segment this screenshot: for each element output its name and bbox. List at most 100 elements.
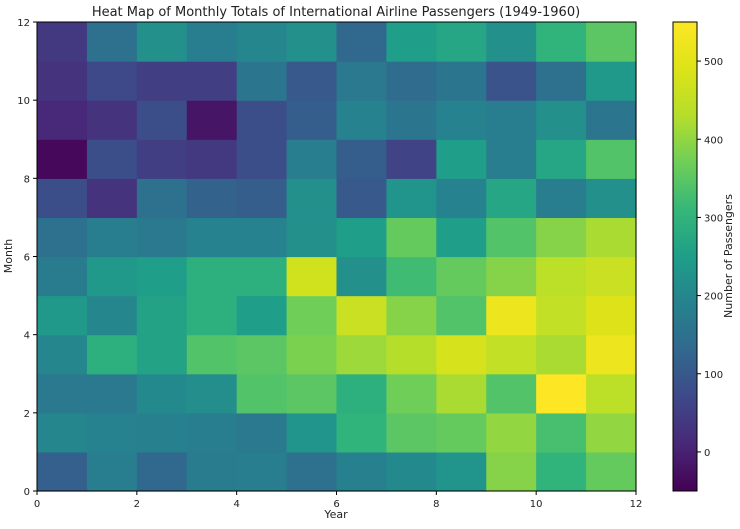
colorbar-tick-label: 500 <box>704 57 723 68</box>
heatmap-cell <box>336 412 388 453</box>
heatmap-cell <box>436 256 487 297</box>
heatmap-cell <box>37 22 88 62</box>
heatmap-cell <box>136 334 188 375</box>
heatmap-cell <box>386 412 437 453</box>
heatmap-cell <box>186 412 238 453</box>
heatmap-cell <box>336 451 388 492</box>
heatmap-cell <box>136 217 188 258</box>
heatmap-cell <box>37 61 88 101</box>
heatmap-cell <box>286 295 338 336</box>
heatmap-cell <box>386 61 437 101</box>
heatmap-cell <box>86 256 138 297</box>
heatmap-cell <box>536 451 587 492</box>
y-axis-label: Month <box>2 239 15 274</box>
heatmap-cell <box>136 451 188 492</box>
heatmap-cell <box>586 412 637 453</box>
y-tick-label: 6 <box>24 253 30 264</box>
heatmap-cell <box>86 451 138 492</box>
heatmap-cell <box>336 178 388 219</box>
heatmap-cell <box>536 217 587 258</box>
heatmap-cell <box>336 256 388 297</box>
heatmap-cell <box>186 256 238 297</box>
heatmap-cell <box>286 61 338 101</box>
heatmap-cell <box>37 334 88 375</box>
heatmap-cell <box>486 256 537 297</box>
y-tick-label: 10 <box>17 96 30 107</box>
heatmap-cell <box>236 451 288 492</box>
heatmap-cell <box>586 178 637 219</box>
heatmap-cell <box>436 412 487 453</box>
heatmap-cell <box>386 295 437 336</box>
heatmap-cell <box>186 334 238 375</box>
y-tick-label: 0 <box>24 487 30 498</box>
heatmap-cell <box>86 412 138 453</box>
heatmap-cell <box>536 100 587 140</box>
heatmap-cell <box>386 451 437 492</box>
heatmap-cell <box>186 373 238 414</box>
heatmap-cell <box>386 256 437 297</box>
heatmap-cell <box>286 217 338 258</box>
heatmap-cell <box>436 295 487 336</box>
x-axis-ticks: 0 2 4 6 8 10 12 <box>34 491 642 510</box>
heatmap-cell <box>136 100 188 140</box>
heatmap-cell <box>37 412 88 453</box>
heatmap-cell <box>386 373 437 414</box>
y-tick-label: 8 <box>24 174 30 185</box>
heatmap-cell <box>236 139 288 179</box>
y-axis-ticks: 0 2 4 6 8 10 12 <box>17 18 37 498</box>
heatmap-cell <box>536 412 587 453</box>
heatmap-cell <box>536 139 587 179</box>
heatmap-cell <box>436 217 487 258</box>
heatmap-cell <box>486 178 537 219</box>
heatmap-cell <box>86 217 138 258</box>
heatmap-cell <box>236 334 288 375</box>
colorbar-label: Number of Passengers <box>722 194 735 318</box>
heatmap-cell <box>286 100 338 140</box>
heatmap-cell <box>536 295 587 336</box>
heatmap-cell <box>236 100 288 140</box>
x-tick-label: 2 <box>134 499 140 510</box>
heatmap-cell <box>586 22 637 62</box>
colorbar-ticks: 0 100 200 300 400 500 <box>697 57 723 459</box>
colorbar-tick-label: 200 <box>704 292 723 303</box>
heatmap-cell <box>136 22 188 62</box>
heatmap-cell <box>536 256 587 297</box>
heatmap-cell <box>236 373 288 414</box>
heatmap-cell <box>136 256 188 297</box>
heatmap-cell <box>486 373 537 414</box>
y-tick-label: 2 <box>24 409 30 420</box>
x-tick-label: 8 <box>433 499 439 510</box>
heatmap-cell <box>86 61 138 101</box>
heatmap-cell <box>186 178 238 219</box>
heatmap-cell <box>86 178 138 219</box>
heatmap-cell <box>136 139 188 179</box>
colorbar-tick-label: 300 <box>704 213 723 224</box>
heatmap-cell <box>436 373 487 414</box>
heatmap-cell <box>536 22 587 62</box>
heatmap-cell <box>336 295 388 336</box>
heatmap-cell <box>186 100 238 140</box>
colorbar-tick-label: 0 <box>704 448 710 459</box>
heatmap-cell <box>286 334 338 375</box>
heatmap-cell <box>586 295 637 336</box>
heatmap-cells <box>37 22 637 492</box>
heatmap-cell <box>136 61 188 101</box>
heatmap-cell <box>86 100 138 140</box>
heatmap-cell <box>286 139 338 179</box>
y-tick-label: 4 <box>24 331 30 342</box>
heatmap-cell <box>186 295 238 336</box>
heatmap-cell <box>386 334 437 375</box>
heatmap-cell <box>336 61 388 101</box>
heatmap-cell <box>386 217 437 258</box>
heatmap-cell <box>536 61 587 101</box>
heatmap-cell <box>586 373 637 414</box>
heatmap-cell <box>286 373 338 414</box>
heatmap-cell <box>486 334 537 375</box>
heatmap-cell <box>386 100 437 140</box>
heatmap-cell <box>436 178 487 219</box>
heatmap-cell <box>386 139 437 179</box>
heatmap-cell <box>436 334 487 375</box>
chart-title: Heat Map of Monthly Totals of Internatio… <box>92 5 580 20</box>
